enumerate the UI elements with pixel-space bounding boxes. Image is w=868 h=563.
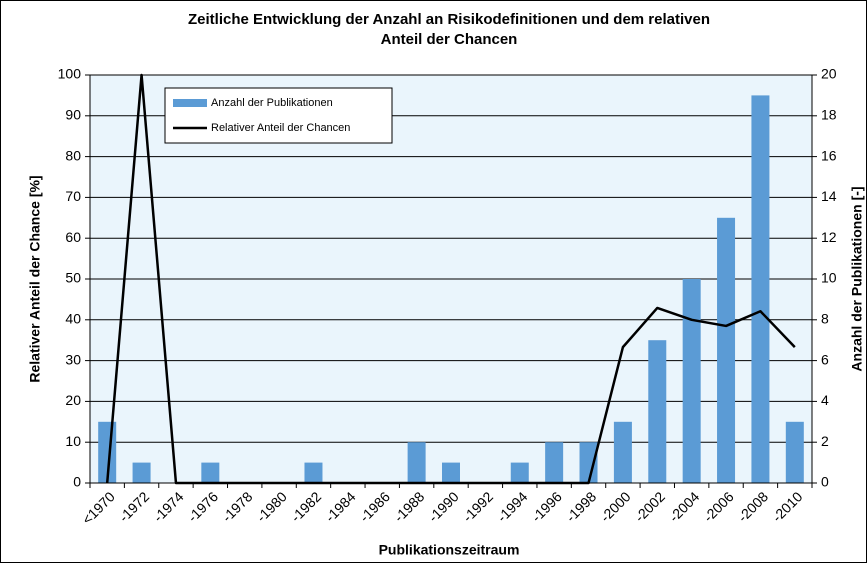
bar	[717, 217, 736, 484]
legend-swatch	[173, 99, 207, 107]
y2-tick-label: 14	[821, 188, 837, 204]
y2-tick-label: 4	[821, 392, 829, 408]
y-tick-label: 100	[58, 66, 82, 82]
y2-tick-label: 0	[821, 474, 829, 490]
x-axis-title: Publikationszeitraum	[379, 542, 520, 558]
y2-tick-label: 12	[821, 229, 837, 245]
y-tick-label: 30	[65, 351, 81, 367]
legend-box	[164, 87, 393, 144]
legend-label: Relativer Anteil der Chancen	[211, 122, 350, 134]
legend-label: Anzahl der Publikationen	[211, 97, 333, 109]
bar	[201, 462, 220, 483]
y-axis-title: Relativer Anteil der Chance [%]	[27, 175, 43, 382]
y2-tick-label: 18	[821, 107, 837, 123]
y2-tick-label: 20	[821, 66, 837, 82]
chart-title: Zeitliche Entwicklung der Anzahl an Risi…	[188, 11, 710, 28]
bar	[442, 462, 460, 483]
bar	[613, 421, 632, 483]
y-tick-label: 0	[73, 474, 81, 490]
bar	[407, 442, 426, 483]
y2-tick-label: 8	[821, 311, 829, 327]
bar	[132, 462, 151, 483]
bar	[682, 279, 701, 483]
y2-tick-label: 6	[821, 351, 829, 367]
bar	[510, 462, 529, 483]
y-tick-label: 10	[65, 433, 81, 449]
bar	[648, 340, 667, 483]
y-tick-label: 80	[65, 147, 81, 163]
line	[105, 73, 796, 485]
y2-tick-label: 2	[821, 433, 829, 449]
y-tick-label: 20	[65, 392, 81, 408]
bar	[545, 442, 564, 483]
bar	[304, 462, 323, 483]
y2-axis-title: Anzahl der Publikationen [-]	[849, 186, 865, 371]
y-tick-label: 60	[65, 229, 81, 245]
bar	[785, 421, 804, 483]
y-tick-label: 90	[65, 107, 81, 123]
y2-tick-label: 16	[821, 147, 837, 163]
chart-title: Anteil der Chancen	[381, 31, 518, 48]
y2-tick-label: 10	[821, 270, 837, 286]
y-tick-label: 50	[65, 270, 81, 286]
bar	[751, 95, 770, 484]
y-tick-label: 40	[65, 311, 81, 327]
y-tick-label: 70	[65, 188, 81, 204]
bar	[579, 442, 598, 483]
